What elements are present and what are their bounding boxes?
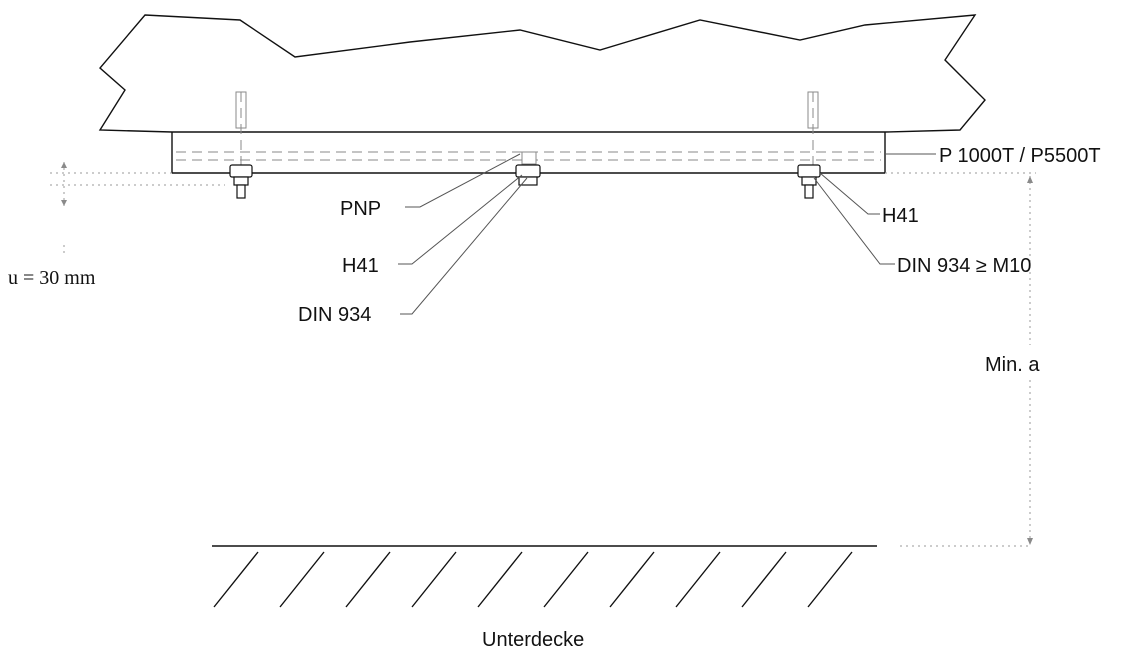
- label-h41-right: H41: [882, 205, 919, 227]
- fitting-left: [229, 164, 253, 199]
- dimension-min-a: [885, 172, 1036, 547]
- unterdecke-surface: [212, 545, 877, 608]
- leader-lines: [398, 153, 936, 315]
- label-unterdecke: Unterdecke: [482, 629, 584, 651]
- label-din934-left: DIN 934: [298, 304, 371, 326]
- label-h41-left: H41: [342, 255, 379, 277]
- label-profile: P 1000T / P5500T: [939, 145, 1101, 167]
- spring-nut-center: [521, 151, 537, 165]
- label-din934-right: DIN 934 ≥ M10: [897, 255, 1031, 277]
- dimension-u: [50, 162, 225, 255]
- label-min-a: Min. a: [985, 354, 1040, 376]
- ceiling-slab: [98, 14, 986, 133]
- label-pnp: PNP: [340, 198, 381, 220]
- threaded-rod-left: [235, 91, 247, 168]
- label-u-spacing: u = 30 mm: [8, 267, 96, 289]
- threaded-rod-right: [807, 91, 819, 168]
- fitting-center: [515, 164, 541, 186]
